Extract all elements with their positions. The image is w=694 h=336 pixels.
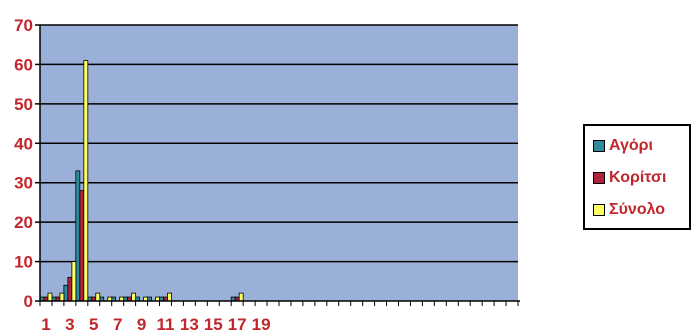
bar-3-2 — [59, 292, 65, 302]
y-tick-label-50: 50 — [14, 95, 33, 114]
bar-2-4 — [79, 190, 85, 302]
bar-3-5 — [95, 292, 101, 302]
legend-label-koritsi: Κορίτσι — [609, 169, 667, 186]
bar-2-3 — [67, 276, 73, 302]
bars — [39, 60, 244, 302]
y-tick-label-0: 0 — [24, 292, 33, 311]
x-tick-label-1: 1 — [41, 315, 50, 334]
legend-item-synolo: Σύνολο — [593, 198, 665, 222]
bar-1-3 — [63, 284, 69, 302]
y-tick-label-30: 30 — [14, 174, 33, 193]
x-tick-label-15: 15 — [204, 315, 223, 334]
y-tick-label-60: 60 — [14, 55, 33, 74]
bar-3-8 — [131, 292, 137, 302]
bar-3-1 — [47, 292, 53, 302]
legend-swatch-synolo — [593, 204, 605, 216]
y-tick-label-70: 70 — [14, 16, 33, 35]
legend: Αγόρι Κορίτσι Σύνολο — [583, 124, 691, 230]
y-tick-label-20: 20 — [14, 213, 33, 232]
x-tick-label-17: 17 — [228, 315, 247, 334]
legend-item-agori: Αγόρι — [593, 134, 653, 158]
legend-item-koritsi: Κορίτσι — [593, 166, 666, 190]
bar-3-17 — [238, 292, 244, 302]
y-axis-ticks: 0 10 20 30 40 50 60 70 — [14, 16, 40, 311]
x-tick-label-7: 7 — [113, 315, 122, 334]
y-tick-label-10: 10 — [14, 253, 33, 272]
x-tick-label-3: 3 — [65, 315, 74, 334]
x-tick-label-19: 19 — [252, 315, 271, 334]
x-tick-label-13: 13 — [180, 315, 199, 334]
plot-area — [40, 25, 518, 301]
x-tick-label-9: 9 — [137, 315, 146, 334]
gridlines — [40, 24, 518, 263]
bar-3-11 — [167, 292, 172, 302]
legend-swatch-agori — [593, 140, 605, 152]
legend-label-agori: Αγόρι — [609, 137, 653, 154]
bar-3-4 — [83, 60, 89, 302]
legend-label-synolo: Σύνολο — [609, 201, 666, 218]
y-tick-label-40: 40 — [14, 134, 33, 153]
x-tick-label-11: 11 — [156, 315, 174, 334]
x-axis-ticks: 1 3 5 7 9 11 13 15 17 19 — [39, 301, 519, 334]
axes — [39, 25, 520, 302]
x-tick-label-5: 5 — [89, 315, 98, 334]
bar-3-3 — [71, 261, 77, 302]
bar-1-4 — [75, 170, 81, 302]
legend-swatch-koritsi — [593, 172, 605, 184]
